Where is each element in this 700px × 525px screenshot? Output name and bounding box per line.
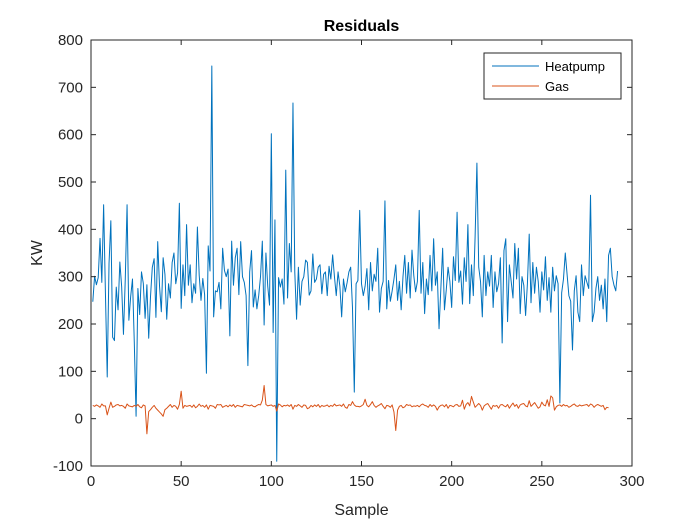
x-tick-label: 150 (349, 473, 374, 490)
y-tick-label: 400 (58, 221, 83, 238)
x-tick-label: 250 (529, 473, 554, 490)
legend: Heatpump Gas (483, 52, 622, 100)
y-axis-label: KW (29, 239, 46, 266)
y-tick-label: 700 (58, 79, 83, 96)
y-tick-label: 200 (58, 316, 83, 333)
series-layer (92, 65, 619, 462)
legend-label-heatpump: Heatpump (545, 59, 605, 74)
y-tick-label: 300 (58, 269, 83, 286)
series-line-heatpump (92, 65, 619, 462)
y-tick-label: 800 (58, 32, 83, 49)
y-tick-label: 600 (58, 127, 83, 144)
y-tick-label: 500 (58, 174, 83, 191)
y-tick-label: -100 (53, 458, 83, 475)
chart-title: Residuals (324, 18, 400, 35)
y-tick-label: 100 (58, 363, 83, 380)
x-tick-label: 300 (619, 473, 644, 490)
x-tick-label: 100 (259, 473, 284, 490)
x-tick-label: 200 (439, 473, 464, 490)
series-line-gas (92, 385, 609, 435)
plot-area (91, 40, 632, 466)
y-axis: -100 0 100 200 300 400 500 600 700 800 (53, 32, 632, 475)
legend-box (483, 52, 622, 100)
y-tick-label: 0 (75, 411, 83, 428)
x-axis-label: Sample (334, 502, 388, 519)
x-tick-label: 50 (173, 473, 190, 490)
x-tick-label: 0 (87, 473, 95, 490)
x-axis: 0 50 100 150 200 250 300 (87, 40, 645, 490)
legend-label-gas: Gas (545, 79, 569, 94)
